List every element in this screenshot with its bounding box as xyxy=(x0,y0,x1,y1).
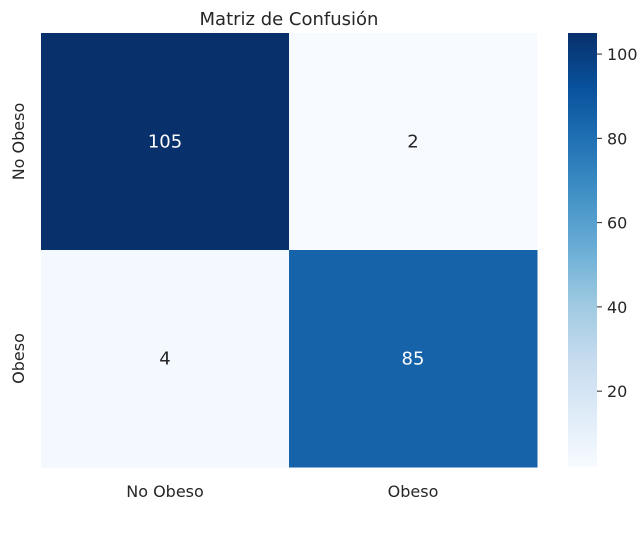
heatmap-cell xyxy=(289,33,538,251)
x-tick-label: Obeso xyxy=(388,482,439,501)
colorbar-tick-label: 20 xyxy=(607,382,627,401)
colorbar-ticks: 20 40 60 80 100 xyxy=(597,45,638,401)
cell-value-label: 2 xyxy=(407,132,418,153)
chart-title: Matriz de Confusión xyxy=(200,9,379,30)
x-axis-ticks: No Obeso Obeso xyxy=(126,482,438,501)
y-tick-label: Obeso xyxy=(9,333,28,384)
cell-value-label: 85 xyxy=(402,349,425,370)
cell-labels: 105 2 4 85 xyxy=(148,132,425,370)
y-axis-ticks: No Obeso Obeso xyxy=(9,103,28,384)
cell-value-label: 4 xyxy=(159,349,170,370)
x-tick-label: No Obeso xyxy=(126,482,204,501)
heatmap-cell xyxy=(41,250,290,468)
colorbar xyxy=(568,33,597,467)
heatmap-cell xyxy=(41,33,290,251)
y-tick-label: No Obeso xyxy=(9,103,28,181)
colorbar-tick-label: 40 xyxy=(607,298,627,317)
cell-value-label: 105 xyxy=(148,132,182,153)
colorbar-tick-label: 60 xyxy=(607,214,627,233)
heatmap-cell xyxy=(289,250,538,468)
colorbar-tick-label: 100 xyxy=(607,45,638,64)
heatmap-cells xyxy=(41,33,538,468)
colorbar-tick-label: 80 xyxy=(607,129,627,148)
